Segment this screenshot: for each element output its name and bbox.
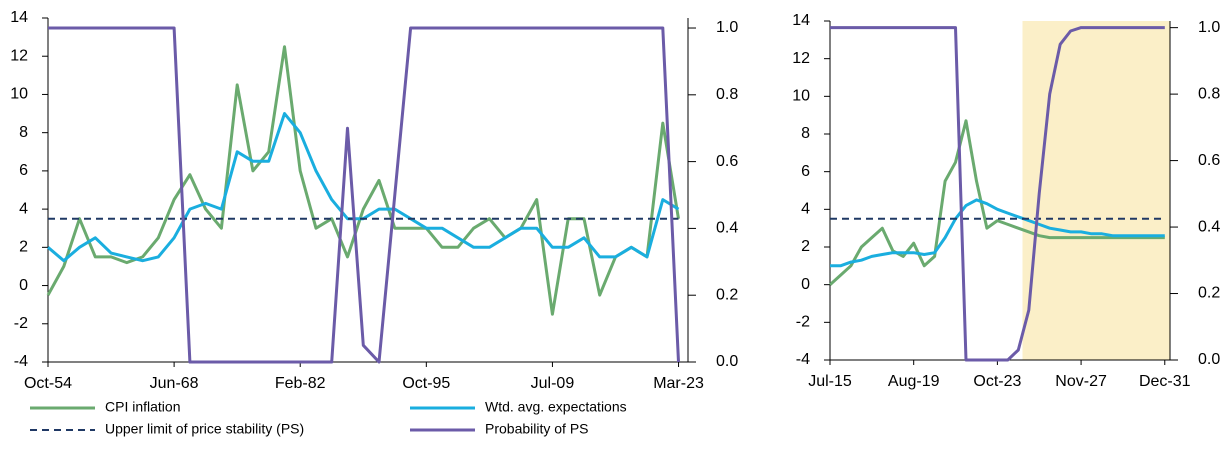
- x-tick-label: Oct-23: [973, 373, 1021, 390]
- y-tick-label: 0: [801, 276, 810, 293]
- y-tick-label: 8: [801, 125, 810, 142]
- x-tick-label: Nov-27: [1055, 373, 1107, 390]
- y2-tick-label: 0.8: [1198, 85, 1220, 102]
- y2-tick-label: 0.8: [716, 86, 738, 103]
- y-tick-label: -4: [14, 353, 28, 370]
- x-tick-label: Mar-23: [653, 375, 704, 392]
- y-tick-label: 14: [10, 9, 28, 26]
- panel: -4 -2 0 2 4 6 8 10 12 14 0.0 0.2 0.4 0.6 0.8 1.0 Oct-54 J…: [10, 9, 738, 436]
- x-tick-label: Jul-15: [808, 373, 852, 390]
- series-line: [48, 26, 680, 364]
- projection-shade: [1022, 21, 1170, 360]
- x-tick-label: Jun-68: [150, 375, 199, 392]
- x-tick-label: Jul-09: [531, 375, 575, 392]
- y-tick-label: -2: [796, 314, 810, 331]
- y2-tick-label: 1.0: [716, 19, 738, 36]
- y2-tick-label: 0.4: [716, 220, 738, 237]
- y-tick-label: 8: [19, 124, 28, 141]
- legend-label: CPI inflation: [105, 399, 180, 415]
- series-line: [46, 45, 680, 316]
- x-tick-label: Oct-95: [402, 375, 450, 392]
- y-tick-label: 0: [19, 277, 28, 294]
- x-tick-label: Aug-19: [888, 373, 940, 390]
- y-tick-label: 12: [10, 47, 28, 64]
- y-tick-label: -4: [796, 351, 810, 368]
- y2-tick-label: 0.6: [1198, 152, 1220, 169]
- series-line: [830, 26, 1165, 362]
- y2-tick-label: 0.2: [1198, 285, 1220, 302]
- x-tick-label: Oct-54: [24, 375, 72, 392]
- x-tick-label: Dec-31: [1139, 373, 1191, 390]
- series-line: [47, 112, 680, 263]
- y2-tick-label: 1.0: [1198, 19, 1220, 36]
- legend-label: Upper limit of price stability (PS): [105, 421, 304, 437]
- panel: -4 -2 0 2 4 6 8 10 12 14 0.0 0.2 0.4 0.6 0.8 1.0 Jul-15 A…: [792, 12, 1220, 390]
- legend-label: Wtd. avg. expectations: [485, 399, 627, 415]
- y-tick-label: 2: [19, 239, 28, 256]
- y-tick-label: 14: [792, 12, 810, 29]
- y-tick-label: 4: [19, 200, 28, 217]
- y-tick-label: -2: [14, 315, 28, 332]
- y2-tick-label: 0.4: [1198, 218, 1220, 235]
- y2-tick-label: 0.2: [716, 286, 738, 303]
- y-tick-label: 4: [801, 201, 810, 218]
- legend-label: Probability of PS: [485, 421, 589, 437]
- y-tick-label: 12: [792, 50, 810, 67]
- y-tick-label: 6: [801, 163, 810, 180]
- x-tick-label: Feb-82: [275, 375, 326, 392]
- y-tick-label: 6: [19, 162, 28, 179]
- series-line: [828, 119, 1165, 286]
- y2-tick-label: 0.0: [1198, 351, 1220, 368]
- y2-tick-label: 0.6: [716, 153, 738, 170]
- y2-tick-label: 0.0: [716, 353, 738, 370]
- series-line: [830, 198, 1165, 268]
- y-tick-label: 10: [792, 88, 810, 105]
- y-tick-label: 10: [10, 86, 28, 103]
- y-tick-label: 2: [801, 238, 810, 255]
